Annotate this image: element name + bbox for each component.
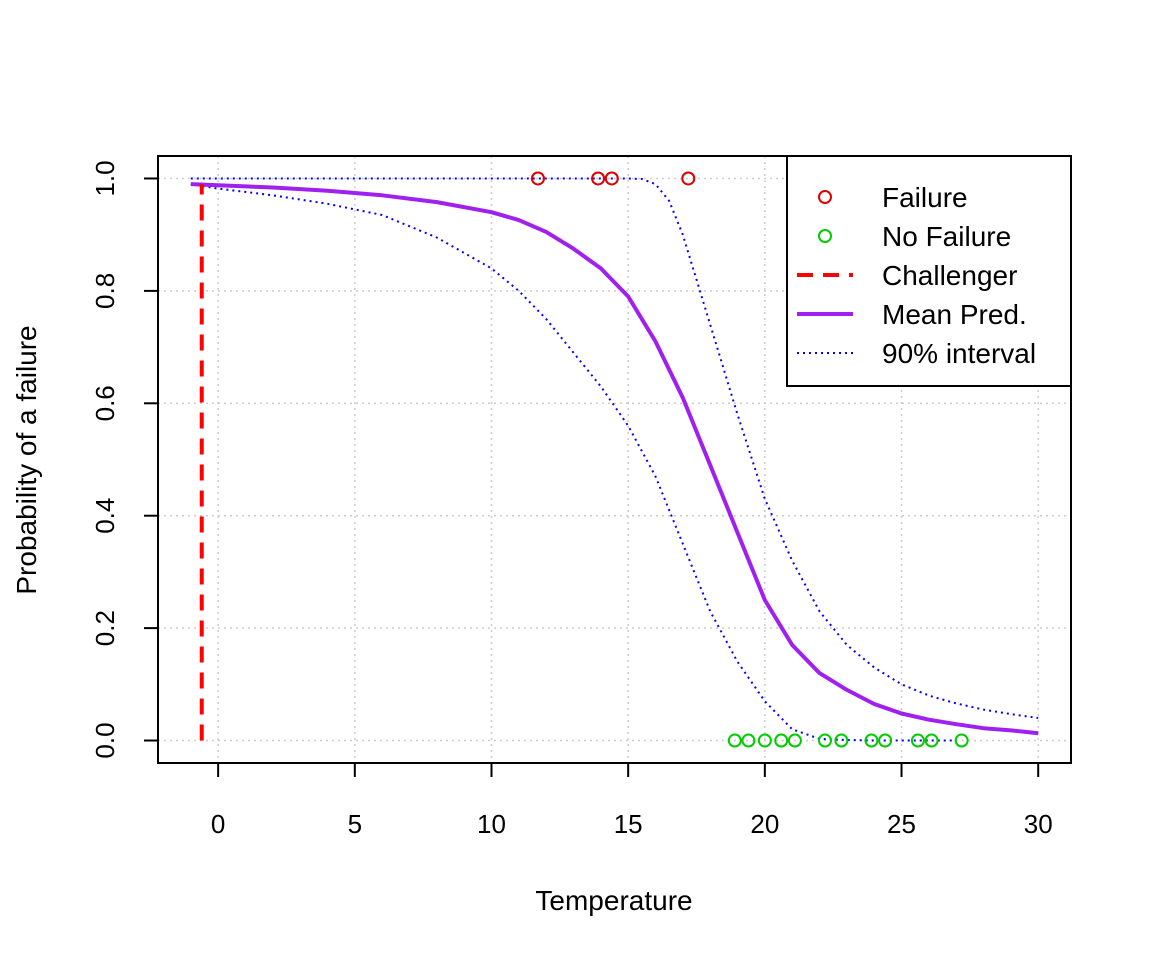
- grid: [158, 156, 1071, 763]
- mean-pred-line: [190, 182, 1039, 736]
- legend-label: Failure: [882, 182, 968, 213]
- x-tick-label: 0: [211, 809, 225, 839]
- x-tick-label: 30: [1024, 809, 1053, 839]
- y-tick-label: 0.8: [90, 273, 120, 309]
- y-tick-label: 0.6: [90, 385, 120, 421]
- x-tick-label: 25: [887, 809, 916, 839]
- data-points: [530, 171, 969, 748]
- no-failure-point: [787, 733, 802, 748]
- no-failure-point: [774, 733, 789, 748]
- no-failure-point: [878, 733, 893, 748]
- y-axis-title: Probability of a failure: [11, 325, 42, 594]
- legend-label: No Failure: [882, 221, 1011, 252]
- x-axis-title: Temperature: [535, 885, 692, 916]
- x-axis: 0 5 10 15 20 25 30: [211, 762, 1053, 839]
- no-failure-point: [741, 733, 756, 748]
- x-tick-label: 20: [750, 809, 779, 839]
- legend-label: Mean Pred.: [882, 299, 1027, 330]
- legend-label: 90% interval: [882, 338, 1036, 369]
- no-failure-point: [834, 733, 849, 748]
- no-failure-point: [910, 733, 925, 748]
- legend-label: Challenger: [882, 260, 1017, 291]
- y-tick-label: 1.0: [90, 160, 120, 196]
- no-failure-point: [727, 733, 742, 748]
- no-failure-point: [864, 733, 879, 748]
- failure-point: [604, 171, 619, 186]
- x-tick-label: 10: [477, 809, 506, 839]
- no-failure-point: [954, 733, 969, 748]
- x-tick-label: 15: [614, 809, 643, 839]
- failure-point: [681, 171, 696, 186]
- legend-box: [786, 155, 1072, 387]
- no-failure-point: [817, 733, 832, 748]
- x-tick-label: 5: [348, 809, 362, 839]
- y-tick-label: 0.4: [90, 498, 120, 534]
- y-axis: 0.0 0.2 0.4 0.6 0.8 1.0: [90, 160, 158, 759]
- y-tick-label: 0.2: [90, 610, 120, 646]
- mean-line: [190, 182, 1039, 736]
- y-tick-label: 0.0: [90, 722, 120, 758]
- interval-line: [190, 183, 957, 742]
- legend-point-symbol: [818, 229, 832, 243]
- legend-point-symbol: [818, 190, 832, 204]
- interval-lines: [190, 177, 1039, 742]
- failure-point: [591, 171, 606, 186]
- no-failure-point: [924, 733, 939, 748]
- no-failure-point: [757, 733, 772, 748]
- legend: Failure No Failure Challenger Mean Pred. 90%…: [786, 155, 1072, 387]
- interval-line: [190, 177, 1039, 719]
- failure-point: [530, 171, 545, 186]
